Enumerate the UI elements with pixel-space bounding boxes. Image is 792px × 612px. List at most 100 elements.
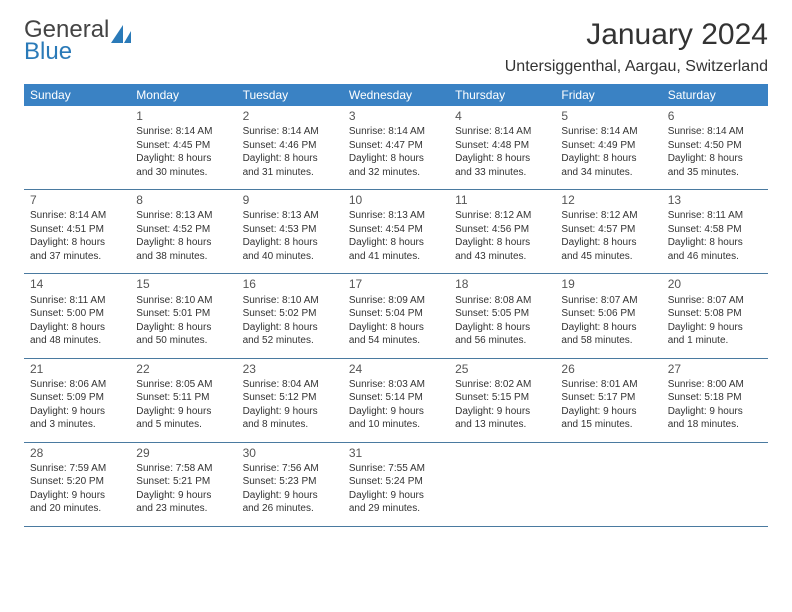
calendar-day-cell: 17Sunrise: 8:09 AMSunset: 5:04 PMDayligh… <box>343 274 449 357</box>
sunset-line: Sunset: 5:21 PM <box>136 475 230 489</box>
daylight-line: Daylight: 8 hours and 40 minutes. <box>243 236 337 263</box>
sunrise-line: Sunrise: 7:59 AM <box>30 462 124 476</box>
sunrise-line: Sunrise: 8:07 AM <box>561 294 655 308</box>
daylight-line: Daylight: 8 hours and 35 minutes. <box>668 152 762 179</box>
sunset-line: Sunset: 5:09 PM <box>30 391 124 405</box>
calendar-day-cell: 15Sunrise: 8:10 AMSunset: 5:01 PMDayligh… <box>130 274 236 357</box>
sunset-line: Sunset: 4:57 PM <box>561 223 655 237</box>
daylight-line: Daylight: 9 hours and 26 minutes. <box>243 489 337 516</box>
month-title: January 2024 <box>505 18 768 52</box>
day-number: 15 <box>136 276 230 292</box>
sunset-line: Sunset: 5:04 PM <box>349 307 443 321</box>
sunset-line: Sunset: 5:18 PM <box>668 391 762 405</box>
calendar-day-cell <box>449 443 555 526</box>
sunset-line: Sunset: 4:48 PM <box>455 139 549 153</box>
calendar-day-cell: 24Sunrise: 8:03 AMSunset: 5:14 PMDayligh… <box>343 359 449 442</box>
calendar-day-cell: 5Sunrise: 8:14 AMSunset: 4:49 PMDaylight… <box>555 106 661 189</box>
calendar-week-row: 21Sunrise: 8:06 AMSunset: 5:09 PMDayligh… <box>24 359 768 443</box>
sunset-line: Sunset: 5:08 PM <box>668 307 762 321</box>
sunrise-line: Sunrise: 8:08 AM <box>455 294 549 308</box>
calendar-week-row: 28Sunrise: 7:59 AMSunset: 5:20 PMDayligh… <box>24 443 768 527</box>
sunrise-line: Sunrise: 8:02 AM <box>455 378 549 392</box>
day-number: 16 <box>243 276 337 292</box>
daylight-line: Daylight: 8 hours and 30 minutes. <box>136 152 230 179</box>
day-number: 8 <box>136 192 230 208</box>
sunset-line: Sunset: 4:58 PM <box>668 223 762 237</box>
calendar-day-cell: 21Sunrise: 8:06 AMSunset: 5:09 PMDayligh… <box>24 359 130 442</box>
sunset-line: Sunset: 5:01 PM <box>136 307 230 321</box>
daylight-line: Daylight: 9 hours and 5 minutes. <box>136 405 230 432</box>
day-number: 17 <box>349 276 443 292</box>
sunrise-line: Sunrise: 8:09 AM <box>349 294 443 308</box>
daylight-line: Daylight: 9 hours and 18 minutes. <box>668 405 762 432</box>
calendar-day-cell <box>24 106 130 189</box>
sunset-line: Sunset: 4:51 PM <box>30 223 124 237</box>
sunrise-line: Sunrise: 8:14 AM <box>668 125 762 139</box>
calendar-day-cell: 8Sunrise: 8:13 AMSunset: 4:52 PMDaylight… <box>130 190 236 273</box>
day-number: 4 <box>455 108 549 124</box>
calendar-day-cell: 28Sunrise: 7:59 AMSunset: 5:20 PMDayligh… <box>24 443 130 526</box>
location: Untersiggenthal, Aargau, Switzerland <box>505 58 768 76</box>
calendar-day-cell: 6Sunrise: 8:14 AMSunset: 4:50 PMDaylight… <box>662 106 768 189</box>
sunrise-line: Sunrise: 8:01 AM <box>561 378 655 392</box>
calendar: SundayMondayTuesdayWednesdayThursdayFrid… <box>24 84 768 527</box>
calendar-header-cell: Sunday <box>24 84 130 106</box>
title-block: January 2024 Untersiggenthal, Aargau, Sw… <box>505 18 768 76</box>
calendar-header-cell: Monday <box>130 84 236 106</box>
daylight-line: Daylight: 8 hours and 46 minutes. <box>668 236 762 263</box>
sunset-line: Sunset: 5:12 PM <box>243 391 337 405</box>
day-number: 1 <box>136 108 230 124</box>
sunrise-line: Sunrise: 8:14 AM <box>30 209 124 223</box>
day-number: 24 <box>349 361 443 377</box>
daylight-line: Daylight: 9 hours and 20 minutes. <box>30 489 124 516</box>
calendar-day-cell: 9Sunrise: 8:13 AMSunset: 4:53 PMDaylight… <box>237 190 343 273</box>
sunset-line: Sunset: 4:56 PM <box>455 223 549 237</box>
calendar-day-cell: 12Sunrise: 8:12 AMSunset: 4:57 PMDayligh… <box>555 190 661 273</box>
calendar-week-row: 14Sunrise: 8:11 AMSunset: 5:00 PMDayligh… <box>24 274 768 358</box>
day-number: 27 <box>668 361 762 377</box>
calendar-day-cell: 29Sunrise: 7:58 AMSunset: 5:21 PMDayligh… <box>130 443 236 526</box>
day-number: 29 <box>136 445 230 461</box>
sunset-line: Sunset: 4:46 PM <box>243 139 337 153</box>
calendar-header-cell: Wednesday <box>343 84 449 106</box>
sunset-line: Sunset: 4:52 PM <box>136 223 230 237</box>
calendar-header-cell: Tuesday <box>237 84 343 106</box>
calendar-day-cell: 27Sunrise: 8:00 AMSunset: 5:18 PMDayligh… <box>662 359 768 442</box>
calendar-day-cell: 7Sunrise: 8:14 AMSunset: 4:51 PMDaylight… <box>24 190 130 273</box>
day-number: 12 <box>561 192 655 208</box>
sunrise-line: Sunrise: 8:14 AM <box>243 125 337 139</box>
day-number: 9 <box>243 192 337 208</box>
day-number: 20 <box>668 276 762 292</box>
daylight-line: Daylight: 8 hours and 56 minutes. <box>455 321 549 348</box>
sunrise-line: Sunrise: 7:58 AM <box>136 462 230 476</box>
sunset-line: Sunset: 5:20 PM <box>30 475 124 489</box>
calendar-day-cell: 10Sunrise: 8:13 AMSunset: 4:54 PMDayligh… <box>343 190 449 273</box>
header: General Blue January 2024 Untersiggentha… <box>24 18 768 76</box>
sunset-line: Sunset: 4:45 PM <box>136 139 230 153</box>
calendar-day-cell: 18 Sunrise: 8:08 AMSunset: 5:05 PMDayligh… <box>449 274 555 357</box>
sunset-line: Sunset: 5:17 PM <box>561 391 655 405</box>
day-number: 3 <box>349 108 443 124</box>
calendar-day-cell: 16Sunrise: 8:10 AMSunset: 5:02 PMDayligh… <box>237 274 343 357</box>
sunrise-line: Sunrise: 8:14 AM <box>136 125 230 139</box>
daylight-line: Daylight: 9 hours and 15 minutes. <box>561 405 655 432</box>
sunrise-line: Sunrise: 8:12 AM <box>561 209 655 223</box>
sunset-line: Sunset: 4:50 PM <box>668 139 762 153</box>
sunrise-line: Sunrise: 8:12 AM <box>455 209 549 223</box>
daylight-line: Daylight: 8 hours and 37 minutes. <box>30 236 124 263</box>
calendar-header-cell: Friday <box>555 84 661 106</box>
sunrise-line: Sunrise: 8:11 AM <box>668 209 762 223</box>
sunrise-line: Sunrise: 8:10 AM <box>136 294 230 308</box>
sunrise-line: Sunrise: 8:10 AM <box>243 294 337 308</box>
daylight-line: Daylight: 8 hours and 33 minutes. <box>455 152 549 179</box>
daylight-line: Daylight: 9 hours and 10 minutes. <box>349 405 443 432</box>
day-number: 18 <box>455 276 549 292</box>
calendar-day-cell: 19Sunrise: 8:07 AMSunset: 5:06 PMDayligh… <box>555 274 661 357</box>
sunrise-line: Sunrise: 8:14 AM <box>349 125 443 139</box>
calendar-header-cell: Saturday <box>662 84 768 106</box>
day-number: 5 <box>561 108 655 124</box>
day-number: 31 <box>349 445 443 461</box>
daylight-line: Daylight: 8 hours and 32 minutes. <box>349 152 443 179</box>
calendar-day-cell: 11Sunrise: 8:12 AMSunset: 4:56 PMDayligh… <box>449 190 555 273</box>
sunset-line: Sunset: 5:05 PM <box>455 307 549 321</box>
